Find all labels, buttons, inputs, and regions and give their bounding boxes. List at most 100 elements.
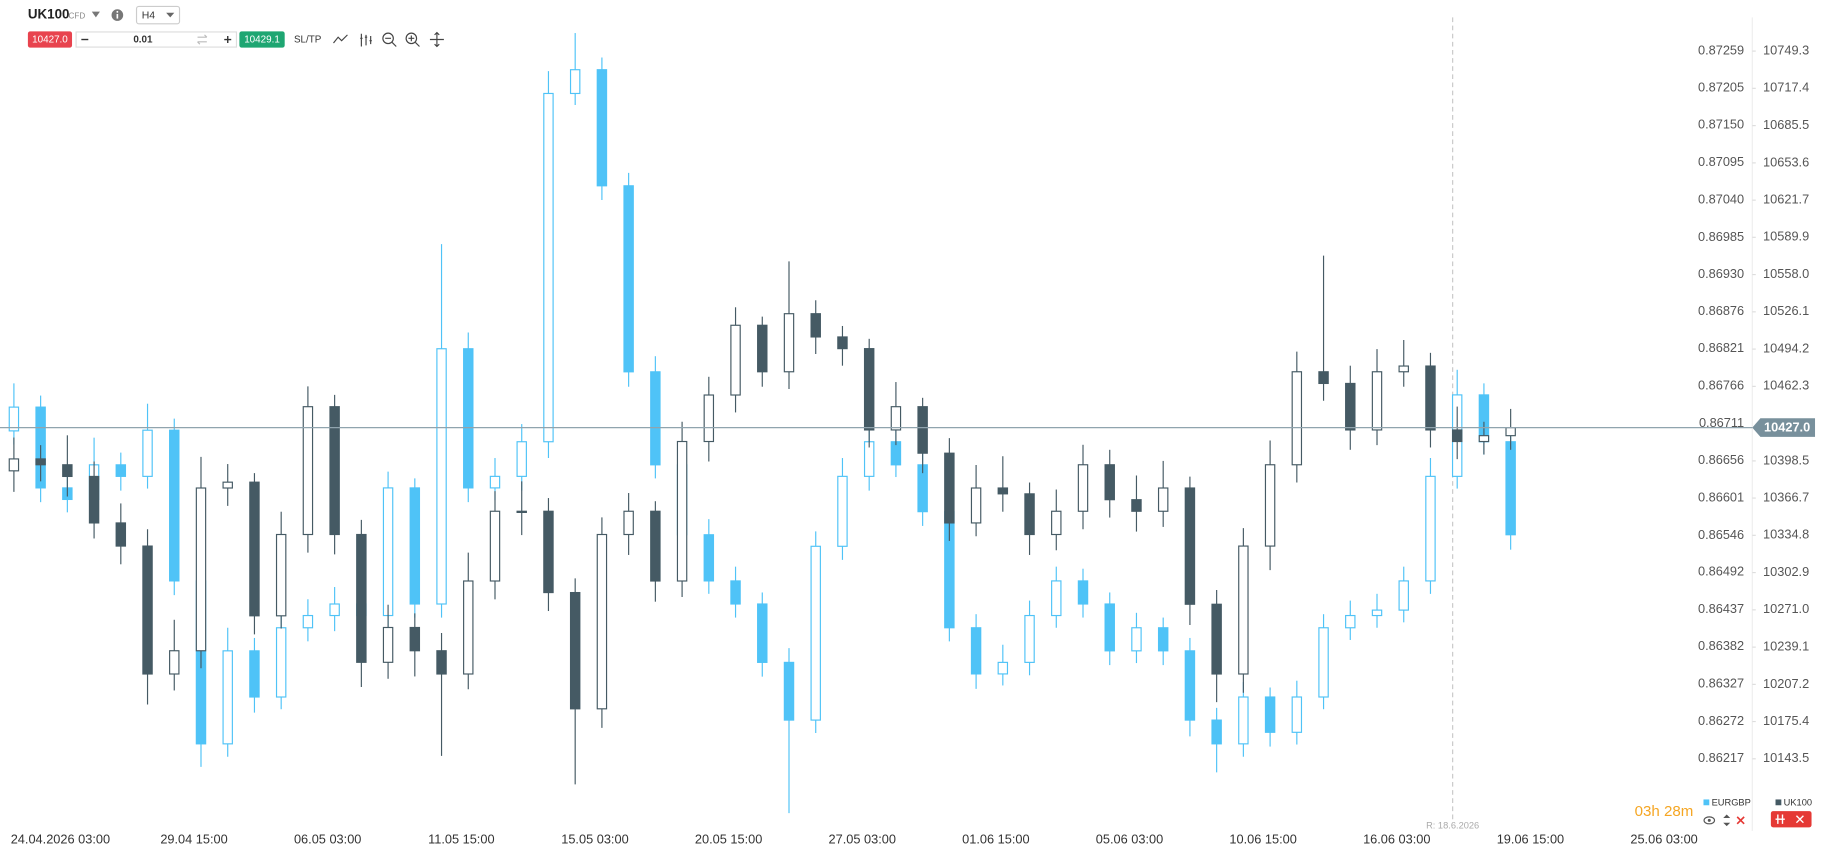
candle-body	[890, 441, 902, 466]
candle-body	[1318, 627, 1329, 698]
candle-body	[489, 510, 501, 582]
y-tick-label: 10717.4	[1763, 80, 1809, 95]
candle-body	[222, 481, 233, 489]
zoom-out[interactable]	[382, 32, 394, 45]
candle-body	[944, 452, 955, 524]
candle-body	[222, 650, 233, 745]
y2-tick-label: 0.87259	[1698, 43, 1744, 58]
candle-body	[1371, 609, 1383, 617]
visibility-pupil	[1707, 818, 1711, 822]
legend-label: UK100	[1784, 797, 1812, 807]
zoom-in-glyph	[408, 35, 420, 47]
candle-body	[88, 475, 100, 524]
y2-tick-label: 0.87205	[1698, 79, 1744, 94]
candle-body	[1024, 493, 1035, 536]
candle-body	[436, 348, 447, 605]
zoom-in[interactable]	[405, 32, 418, 45]
y2-tick-label: 0.86272	[1698, 713, 1744, 728]
x-tick-label: 29.04 15:00	[160, 831, 227, 846]
candle-body	[1371, 371, 1383, 431]
y2-tick-label: 0.86217	[1698, 750, 1744, 765]
pan-tool[interactable]	[429, 31, 444, 48]
y-tick-label: 10143.5	[1763, 750, 1809, 765]
x-tick-label: 10.06 15:00	[1229, 831, 1296, 846]
candle-body	[1051, 580, 1062, 617]
x-tick-label: 27.05 03:00	[829, 831, 896, 846]
series-control-icons	[1775, 814, 1804, 824]
candle-body	[543, 92, 554, 443]
candle-body	[569, 69, 581, 95]
legend-swatch	[1703, 799, 1710, 806]
candle-body	[302, 406, 314, 536]
plus-button[interactable]	[224, 36, 232, 43]
line-tool[interactable]	[333, 34, 348, 44]
candle-body	[275, 533, 287, 617]
y-tick-label: 10558.0	[1763, 266, 1809, 281]
candle-body	[650, 371, 661, 466]
candle-body	[62, 464, 73, 478]
reorder-button[interactable]	[1723, 814, 1731, 827]
symbol-dropdown[interactable]	[91, 11, 100, 18]
y2-tick-label: 0.86766	[1698, 377, 1744, 392]
quantity-box[interactable]	[75, 31, 238, 48]
y2-tick-label: 0.86711	[1699, 415, 1744, 430]
remove-series[interactable]	[1736, 816, 1745, 825]
sell-button[interactable]	[27, 31, 73, 48]
candle-body	[730, 580, 741, 605]
candle-body	[1024, 614, 1035, 663]
candle-body	[543, 510, 554, 594]
y2-tick-label: 0.86656	[1698, 452, 1744, 467]
candle-body	[1345, 382, 1356, 431]
quantity[interactable]: 0.01	[133, 35, 153, 46]
y-tick-label: 10175.4	[1763, 713, 1809, 728]
candle-body	[1104, 464, 1115, 501]
candle-body	[8, 406, 20, 432]
candle-body	[382, 487, 394, 617]
visibility-toggle[interactable]	[1703, 816, 1716, 825]
y-tick-label: 10302.9	[1763, 564, 1809, 579]
symbol[interactable]: UK100	[28, 7, 70, 22]
candle-body	[757, 603, 768, 663]
y-tick-label: 10494.2	[1763, 340, 1809, 355]
x-tick-label: 01.06 15:00	[962, 831, 1029, 846]
candle-body	[1318, 371, 1329, 385]
marker-label: R: 18.6.2026	[1426, 821, 1479, 831]
candle-body	[249, 650, 260, 698]
candle-tool[interactable]	[360, 33, 372, 47]
buy-button[interactable]	[239, 31, 285, 48]
candle-body	[409, 487, 421, 605]
timeframe-select[interactable]	[135, 5, 181, 25]
candle-body	[1264, 696, 1276, 733]
x-tick-label: 25.06 03:00	[1630, 831, 1697, 846]
candle-body	[1077, 464, 1089, 512]
candle-body	[997, 487, 1009, 495]
candle-body	[596, 533, 608, 710]
y2-tick-label: 0.86930	[1698, 266, 1744, 281]
sell-price: 10427.0	[32, 35, 68, 46]
instrument-type: CFD	[69, 11, 86, 20]
candle-body	[35, 458, 46, 466]
y-tick-label: 10685.5	[1763, 117, 1809, 132]
candle-body	[1291, 696, 1303, 733]
candle-body	[837, 336, 848, 350]
candle-body	[1398, 365, 1409, 373]
candle-body	[463, 580, 474, 675]
series-controls[interactable]	[1770, 811, 1812, 828]
y2-tick-label: 0.87095	[1698, 154, 1744, 169]
candle-body	[463, 348, 474, 489]
y-tick-label: 10462.3	[1763, 378, 1809, 393]
sl-tp-button[interactable]: SL/TP	[294, 35, 322, 46]
y2-tick-label: 0.86546	[1698, 527, 1744, 542]
candle-body	[1077, 580, 1089, 605]
y-tick-label: 10526.1	[1763, 303, 1809, 318]
candle-body	[1505, 427, 1516, 437]
legend-swatch	[1775, 799, 1782, 806]
y-tick-label: 10271.0	[1763, 601, 1809, 616]
candle-body	[1051, 510, 1062, 536]
candle-body	[863, 348, 875, 431]
candle-body	[169, 650, 180, 675]
candle-body	[1157, 627, 1169, 652]
swap-icon[interactable]	[197, 34, 208, 45]
candle-body	[1425, 365, 1436, 431]
